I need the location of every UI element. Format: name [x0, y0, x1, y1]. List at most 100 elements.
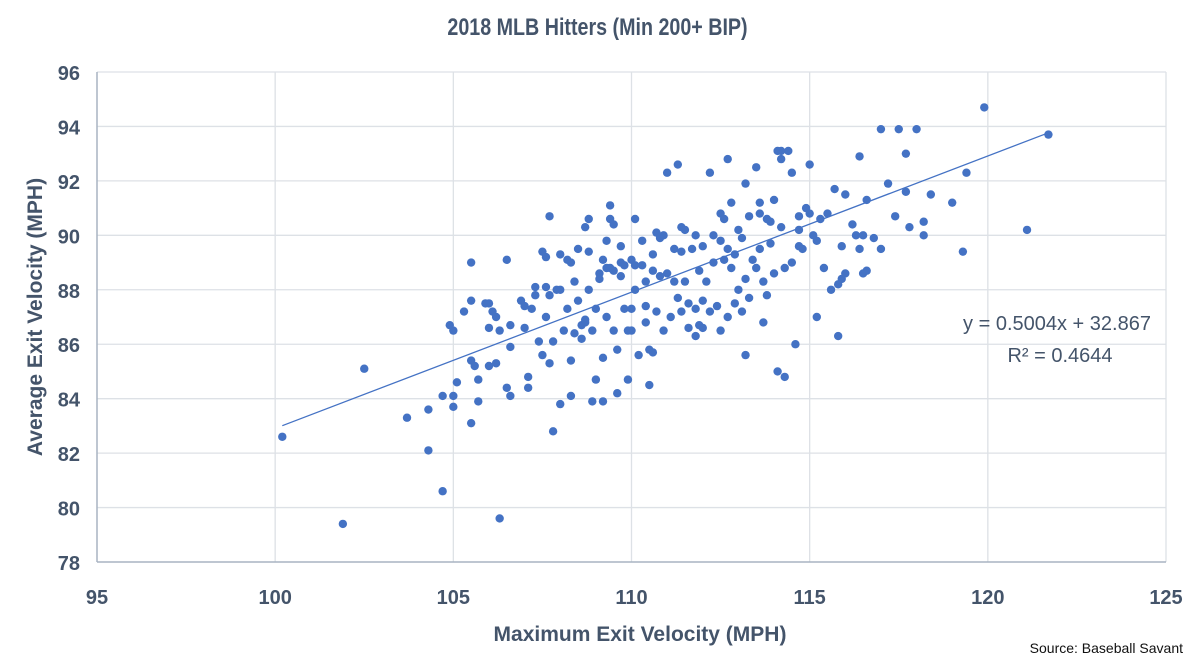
y-tick-label: 92: [58, 172, 80, 194]
data-point: [719, 214, 729, 224]
y-tick-label: 86: [58, 335, 80, 357]
data-point: [466, 418, 476, 428]
data-point: [851, 231, 861, 240]
data-point: [556, 250, 565, 259]
y-tick-label: 82: [58, 444, 80, 466]
data-point: [901, 187, 911, 196]
data-point: [545, 291, 554, 300]
data-point: [691, 304, 700, 314]
data-point: [705, 307, 715, 316]
data-point: [588, 326, 597, 335]
data-point: [573, 244, 583, 254]
data-point: [673, 293, 683, 303]
x-tick-label: 120: [971, 587, 1004, 609]
data-point: [634, 350, 643, 360]
data-point: [769, 195, 779, 205]
data-point: [841, 269, 850, 278]
data-point: [744, 293, 754, 303]
data-point: [527, 304, 536, 314]
data-point: [648, 266, 658, 275]
data-point: [637, 236, 647, 245]
data-point: [794, 212, 804, 221]
data-point: [502, 255, 511, 265]
data-point: [580, 222, 590, 232]
data-point: [776, 154, 786, 164]
data-point: [691, 231, 700, 240]
data-point: [776, 222, 786, 232]
data-point: [523, 372, 533, 382]
data-point: [577, 334, 586, 343]
data-point: [702, 277, 711, 286]
data-point: [591, 375, 601, 384]
data-point: [424, 446, 433, 455]
data-point: [755, 198, 764, 207]
gridlines: [97, 71, 1167, 562]
data-point: [534, 337, 544, 346]
data-point: [556, 399, 565, 409]
data-point: [787, 258, 797, 267]
data-point: [709, 231, 718, 240]
data-point: [523, 383, 533, 392]
data-point: [748, 255, 757, 265]
data-point: [858, 231, 868, 240]
data-point: [705, 168, 715, 177]
data-point: [470, 361, 479, 371]
data-point: [926, 190, 936, 199]
data-point: [869, 233, 879, 243]
data-point: [958, 247, 968, 256]
data-point: [759, 277, 768, 286]
data-point: [780, 263, 789, 273]
data-point: [652, 307, 661, 316]
data-point: [641, 277, 650, 286]
data-point: [723, 154, 732, 164]
data-point: [901, 149, 911, 158]
data-point: [912, 124, 921, 134]
data-point: [484, 361, 494, 371]
data-point: [278, 432, 287, 441]
data-point: [787, 168, 797, 177]
data-point: [691, 331, 700, 341]
data-point: [716, 236, 725, 245]
data-point: [876, 244, 886, 254]
data-point: [680, 277, 690, 286]
data-point: [819, 263, 829, 273]
data-point: [780, 372, 789, 382]
data-point: [541, 312, 551, 322]
data-point: [659, 231, 668, 240]
data-point: [588, 397, 597, 406]
data-point: [609, 326, 618, 335]
data-point: [630, 214, 640, 224]
data-point: [841, 190, 850, 199]
y-tick-label: 84: [58, 390, 81, 412]
data-point: [876, 124, 886, 134]
data-point: [545, 212, 554, 221]
data-point: [677, 247, 686, 256]
data-point: [962, 168, 971, 177]
data-point: [698, 323, 707, 333]
data-point: [602, 236, 611, 245]
data-point: [613, 345, 622, 354]
data-point: [520, 323, 529, 333]
trendline: [282, 132, 1049, 427]
x-tick-label: 125: [1149, 587, 1182, 609]
data-point: [662, 269, 672, 278]
axes: [96, 72, 1166, 563]
data-point: [541, 282, 551, 292]
data-point: [531, 291, 540, 300]
data-point: [466, 296, 476, 305]
chart-title: 2018 MLB Hitters (Min 200+ BIP): [447, 14, 748, 41]
data-point: [580, 318, 590, 327]
data-point: [890, 212, 900, 221]
y-tick-label: 94: [58, 117, 81, 139]
data-point: [769, 269, 779, 278]
data-point: [566, 356, 576, 365]
x-axis-label: Maximum Exit Velocity (MPH): [494, 623, 787, 646]
data-point: [648, 348, 658, 357]
data-point: [744, 212, 754, 221]
data-point: [687, 244, 697, 254]
data-point: [459, 307, 469, 316]
data-point: [620, 304, 629, 314]
y-tick-label: 80: [58, 499, 80, 521]
data-point: [727, 263, 736, 273]
data-point: [905, 222, 914, 232]
